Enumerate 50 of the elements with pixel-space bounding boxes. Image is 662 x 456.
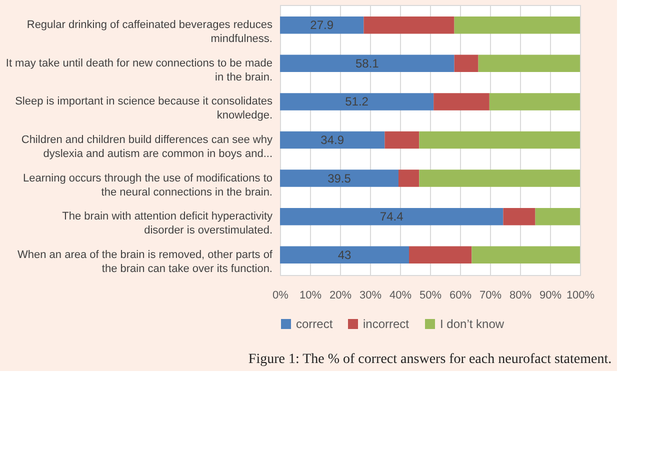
legend-label: I don’t know bbox=[440, 317, 504, 331]
x-tick-label: 40% bbox=[389, 290, 412, 302]
y-tick-label: The brain with attention deficit hyperactivity disorder is overstimulated. bbox=[62, 210, 273, 237]
bar bbox=[280, 54, 454, 72]
x-tick-label: 70% bbox=[479, 290, 502, 302]
bar bbox=[478, 54, 580, 72]
data-label: 43 bbox=[338, 248, 352, 262]
x-tick-label: 20% bbox=[329, 290, 352, 302]
bar bbox=[409, 246, 472, 264]
x-tick-label: 10% bbox=[299, 290, 322, 302]
text: Figure 1: The % of correct answers for each neurofact statement. bbox=[248, 352, 612, 367]
y-tick-label: Regular drinking of caffeinated beverages reduces mindfulness. bbox=[26, 19, 273, 46]
bar bbox=[472, 246, 580, 264]
x-tick-label: 30% bbox=[359, 290, 382, 302]
y-tick-label: Sleep is important in science because it consolidates knowledge. bbox=[15, 96, 273, 122]
data-label: 74.4 bbox=[380, 210, 404, 224]
bar bbox=[384, 131, 420, 149]
x-tick-label: 100% bbox=[566, 290, 595, 302]
bar bbox=[503, 208, 536, 226]
legend-label: correct bbox=[296, 317, 334, 331]
data-label: 27.9 bbox=[310, 18, 334, 32]
bar bbox=[454, 54, 478, 72]
bar bbox=[364, 16, 454, 34]
x-tick-label: 0% bbox=[272, 290, 289, 302]
bar bbox=[280, 170, 398, 187]
bar bbox=[280, 208, 504, 226]
x-tick-label: 50% bbox=[419, 290, 442, 302]
data-label: 39.5 bbox=[328, 171, 352, 186]
x-tick-label: 90% bbox=[539, 290, 562, 302]
bar bbox=[454, 16, 580, 34]
legend-label: incorrect bbox=[363, 317, 410, 331]
y-tick-label: Children and children build differences can see why dyslexia and autism are common in boys and... bbox=[21, 134, 273, 160]
data-label: 51.2 bbox=[345, 94, 369, 109]
x-tick-label: 80% bbox=[509, 290, 532, 302]
x-tick-label: 60% bbox=[449, 290, 472, 302]
bar bbox=[280, 93, 434, 110]
bar bbox=[535, 208, 580, 226]
y-tick-label: Learning occurs through the use of modifications to the neural connections in the brain. bbox=[23, 172, 272, 198]
bar bbox=[434, 93, 490, 110]
data-label: 34.9 bbox=[320, 133, 344, 147]
bar bbox=[280, 131, 385, 149]
bar bbox=[489, 93, 580, 110]
bar bbox=[280, 246, 409, 264]
data-label: 58.1 bbox=[355, 56, 380, 70]
bar bbox=[419, 131, 580, 149]
bar bbox=[398, 170, 420, 187]
bar bbox=[280, 16, 364, 34]
y-tick-label: It may take until death for new connections to be made in the brain. bbox=[6, 57, 272, 84]
y-tick-label: When an area of the brain is removed, other parts of the brain can take over its function. bbox=[18, 248, 274, 275]
bar bbox=[419, 170, 580, 187]
